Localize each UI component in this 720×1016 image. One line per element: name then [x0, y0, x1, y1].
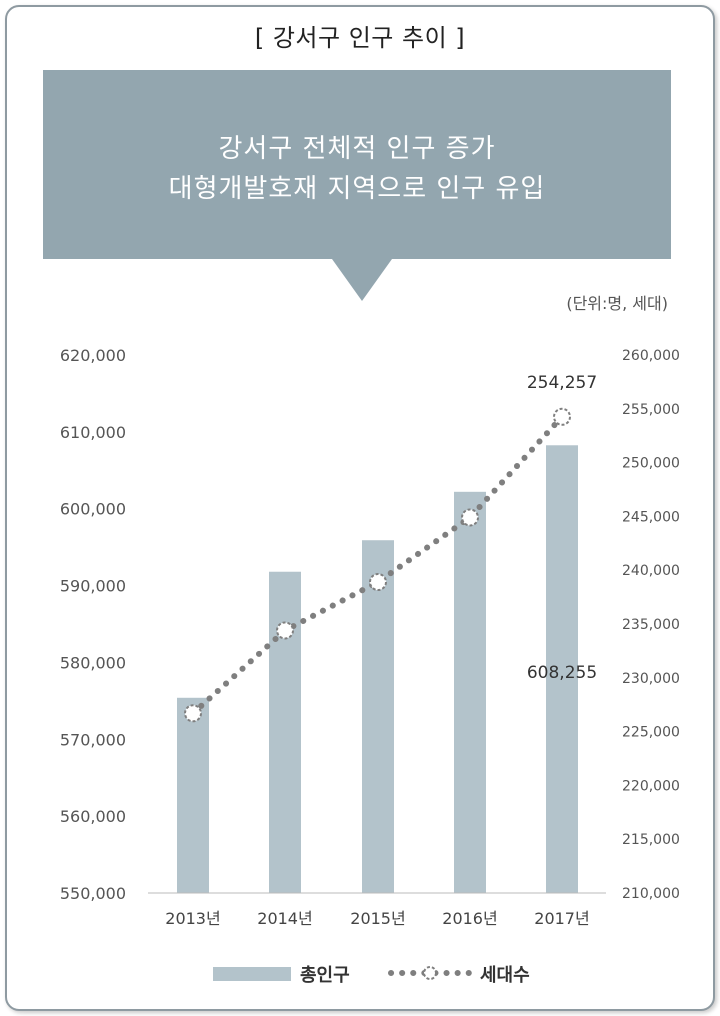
callout-line-1: 강서구 전체적 인구 증가: [218, 134, 496, 164]
y-right-tick-label: 240,000: [622, 563, 680, 579]
y-right-tick-label: 220,000: [622, 778, 680, 794]
y-right-tick-label: 225,000: [622, 725, 680, 741]
y-right-tick-label: 210,000: [622, 886, 680, 902]
annotation-population-2017: 608,255: [527, 663, 597, 683]
y-left-tick-label: 600,000: [60, 500, 126, 519]
households-point: [553, 407, 571, 426]
y-right-tick-label: 245,000: [622, 509, 680, 525]
chart-title: [ 강서구 인구 추이 ]: [254, 24, 466, 52]
y-right-tick-label: 260,000: [622, 348, 680, 364]
bar: [546, 445, 578, 893]
y-left-tick-label: 560,000: [60, 807, 126, 826]
households-line: [190, 413, 565, 717]
y-left-tick-label: 610,000: [60, 423, 126, 442]
households-point: [461, 508, 479, 527]
annotation-households-2017: 254,257: [527, 373, 597, 393]
y-left-tick-label: 620,000: [60, 346, 126, 365]
callout-line-2: 대형개발호재 지역으로 인구 유입: [168, 174, 546, 204]
y-right-tick-label: 255,000: [622, 402, 680, 418]
households-point: [369, 573, 387, 592]
unit-note: (단위:명, 세대): [566, 294, 668, 313]
x-tick-label: 2013년: [165, 909, 220, 928]
y-left-tick-label: 570,000: [60, 730, 126, 749]
bar: [269, 571, 301, 893]
y-left-tick-label: 590,000: [60, 577, 126, 596]
legend-swatch-population: [213, 967, 291, 981]
bar: [362, 540, 394, 893]
x-tick-label: 2015년: [350, 909, 405, 928]
y-right-tick-label: 230,000: [622, 671, 680, 687]
callout-arrow: [332, 259, 392, 301]
bar: [177, 697, 209, 893]
y-left-tick-label: 580,000: [60, 653, 126, 672]
y-right-tick-label: 250,000: [622, 456, 680, 472]
legend-swatch-households: [388, 966, 472, 980]
y-left-tick-label: 550,000: [60, 884, 126, 903]
x-tick-label: 2014년: [257, 909, 312, 928]
y-right-tick-label: 235,000: [622, 617, 680, 633]
x-tick-label: 2016년: [442, 909, 497, 928]
legend-marker: [423, 966, 437, 980]
legend: 총인구 세대수: [0, 958, 720, 988]
legend-label-population: 총인구: [300, 965, 350, 986]
households-point: [276, 621, 294, 640]
legend-label-households: 세대수: [480, 965, 530, 986]
callout-box: 강서구 전체적 인구 증가 대형개발호재 지역으로 인구 유입: [43, 70, 671, 259]
households-point: [184, 704, 202, 723]
x-tick-label: 2017년: [534, 909, 589, 928]
bar: [454, 491, 486, 893]
y-right-tick-label: 215,000: [622, 832, 680, 848]
